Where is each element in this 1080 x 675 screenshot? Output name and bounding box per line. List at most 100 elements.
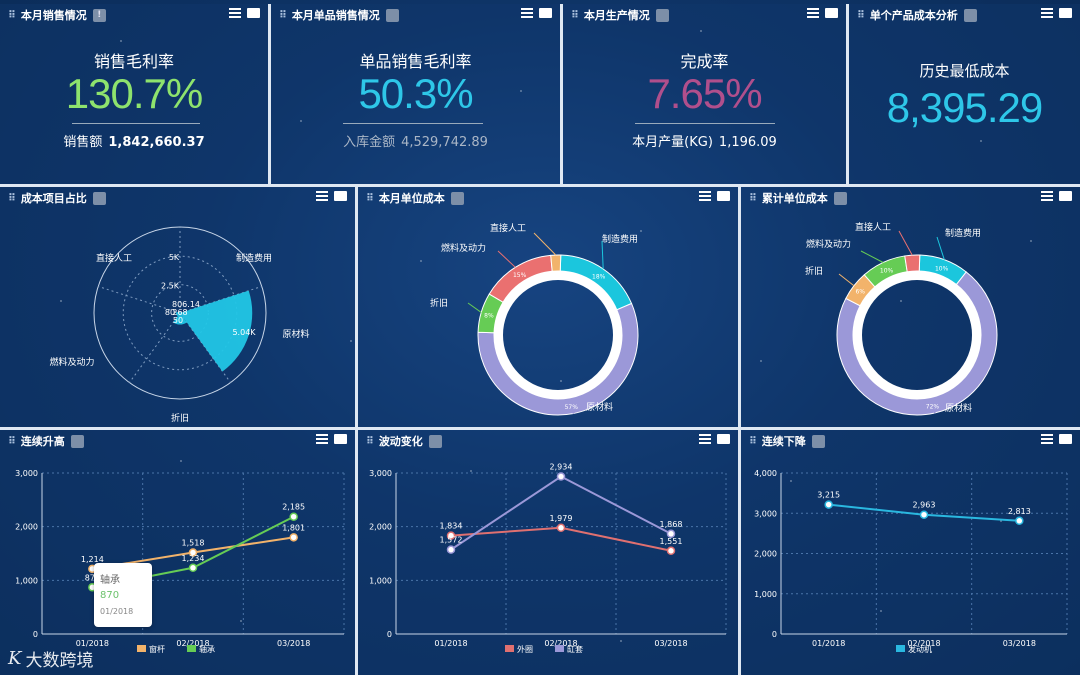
tooltip-date: 01/2018 (100, 607, 134, 616)
line-chart-wave: 0 1,000 2,000 3,000 01/2018 02/2018 03/2018 1,8… (369, 463, 727, 654)
legend-swatch (896, 645, 905, 652)
y-tick-label: 1,000 (369, 576, 392, 585)
x-tick-label: 03/2018 (654, 639, 687, 648)
data-point (289, 533, 298, 542)
menu-icon[interactable] (1041, 434, 1053, 444)
mail-icon[interactable] (539, 8, 552, 18)
grip-icon[interactable]: ⠿ (571, 9, 579, 21)
kpi-sub-label: 本月产量(KG) (632, 135, 713, 150)
grip-icon[interactable]: ⠿ (857, 9, 865, 21)
data-label: 1,834 (440, 522, 463, 531)
grip-icon[interactable]: ⠿ (749, 435, 757, 447)
info-icon[interactable] (70, 434, 84, 448)
panel-title: 单个产品成本分析 (869, 9, 958, 22)
mail-icon[interactable] (334, 191, 347, 201)
star (900, 300, 902, 302)
brand-mark: K (8, 648, 22, 669)
divider (635, 123, 775, 124)
grip-icon[interactable]: ⠿ (8, 192, 16, 204)
y-tick-label: 2,000 (369, 523, 392, 532)
donut-leader-line (572, 402, 587, 415)
mail-icon[interactable] (1059, 191, 1072, 201)
star (640, 230, 642, 232)
x-tick-label: 02/2018 (176, 639, 209, 648)
donut-slice (559, 254, 633, 311)
menu-icon[interactable] (807, 8, 819, 18)
mail-icon[interactable] (1059, 434, 1072, 444)
panel-unit-sales: ⠿ 本月单品销售情况 单品销售毛利率 50.3% 入库金额 4,529,742.89 (271, 4, 563, 187)
info-icon[interactable] (963, 8, 977, 22)
star (980, 140, 982, 142)
y-tick-label: 0 (772, 630, 777, 639)
mail-icon[interactable] (247, 8, 260, 18)
polar-spoke (179, 312, 231, 383)
menu-icon[interactable] (229, 8, 241, 18)
star (420, 260, 422, 262)
mail-icon[interactable] (717, 434, 730, 444)
donut-slice-label: 57% (565, 404, 579, 411)
data-label: 1,801 (282, 523, 305, 532)
info-icon[interactable] (833, 191, 847, 205)
grip-icon[interactable]: ⠿ (366, 192, 374, 204)
menu-icon[interactable] (1041, 191, 1053, 201)
data-point (824, 500, 833, 509)
info-icon[interactable] (450, 191, 464, 205)
grip-icon[interactable]: ⠿ (749, 192, 757, 204)
star (1000, 520, 1002, 522)
y-tick-label: 3,000 (369, 469, 392, 478)
polar-value-label: 268 (172, 308, 187, 317)
data-point (446, 545, 456, 554)
info-icon[interactable]: ! (92, 8, 106, 22)
info-icon[interactable] (655, 8, 669, 22)
grip-icon[interactable]: ⠿ (366, 435, 374, 447)
polar-category-label: 折旧 (171, 412, 189, 424)
grip-icon[interactable]: ⠿ (8, 435, 16, 447)
mail-icon[interactable] (825, 8, 838, 18)
legend-label: 窗杆 (149, 644, 165, 654)
donut-leader-line (838, 273, 855, 287)
data-point (1015, 516, 1024, 526)
menu-icon[interactable] (521, 8, 533, 18)
menu-icon[interactable] (699, 191, 711, 201)
mail-icon[interactable] (334, 434, 347, 444)
panel-title: 本月生产情况 (583, 9, 650, 22)
menu-icon[interactable] (316, 434, 328, 444)
menu-icon[interactable] (699, 434, 711, 444)
donut-category-label: 原材料 (586, 401, 613, 413)
donut-slice (836, 271, 998, 416)
star (180, 460, 182, 462)
info-icon[interactable] (428, 434, 442, 448)
polar-ring-label: 2.5K (161, 282, 180, 291)
kpi-sub: 入库金额 4,529,742.89 (271, 131, 560, 150)
data-label: 2,963 (913, 501, 936, 510)
info-icon[interactable] (385, 8, 399, 22)
star (790, 480, 792, 482)
donut-category-label: 制造费用 (602, 233, 638, 245)
kpi-sub: 销售额 1,842,660.37 (0, 131, 268, 150)
divider (343, 123, 483, 124)
polar-sector (180, 290, 253, 372)
grip-icon[interactable]: ⠿ (279, 9, 287, 21)
legend-label: 外圈 (517, 644, 533, 654)
info-icon[interactable] (92, 191, 106, 205)
mail-icon[interactable] (1059, 8, 1072, 18)
menu-icon[interactable] (1041, 8, 1053, 18)
info-icon[interactable] (811, 434, 825, 448)
donut-category-label: 折旧 (430, 297, 448, 309)
donut-slice-label: 18% (592, 274, 606, 281)
data-point (666, 546, 676, 556)
data-point (666, 529, 676, 539)
data-label: 3,215 (817, 491, 840, 500)
line-chart-fall: 0 1,000 2,000 3,000 4,000 01/2018 02/2018 03/20… (754, 469, 1068, 654)
menu-icon[interactable] (316, 191, 328, 201)
panel-production: ⠿ 本月生产情况 完成率 7.65% 本月产量(KG) 1,196.09 (563, 4, 849, 187)
grip-icon[interactable]: ⠿ (8, 9, 16, 21)
mail-icon[interactable] (717, 191, 730, 201)
x-tick-label: 03/2018 (1003, 639, 1036, 648)
data-label: 2,185 (282, 503, 305, 512)
polar-category-label: 直接人工 (96, 252, 132, 264)
donut-inner-ring (493, 270, 623, 400)
